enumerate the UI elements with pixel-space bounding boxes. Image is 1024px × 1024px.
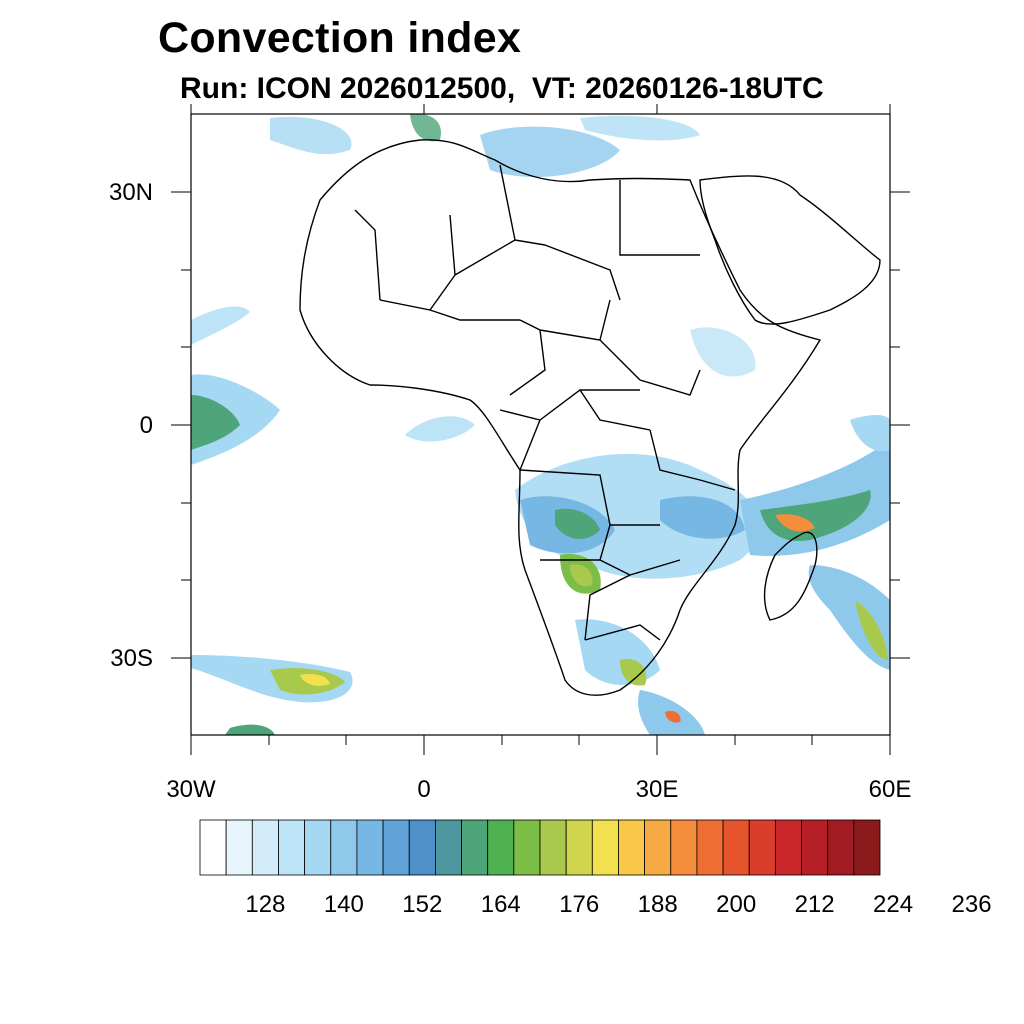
colorbar-box: [670, 819, 698, 876]
colorbar-box: [434, 819, 462, 876]
map-title: Convection index: [158, 14, 522, 62]
colorbar-box: [591, 819, 619, 876]
colorbar-box: [722, 819, 750, 876]
lon-label-0: 0: [417, 776, 430, 803]
lat-label-0: 0: [140, 412, 153, 439]
colorbar-box: [225, 819, 253, 876]
colorbar-tick-label: 152: [402, 891, 442, 918]
map-subtitle: Run: ICON 2026012500, VT: 20260126-18UTC: [180, 72, 824, 105]
field-mozambique: [660, 496, 745, 539]
field-indian-ocean-hot: [775, 514, 815, 532]
lat-label-30n: 30N: [109, 179, 153, 206]
field-mediterranean: [270, 116, 352, 155]
map-frame: [190, 113, 891, 736]
colorbar-box: [199, 819, 227, 876]
field-west-atlantic-core: [191, 395, 240, 450]
colorbar-box: [644, 819, 672, 876]
field-madagascar-east: [808, 565, 890, 670]
madagascar: [763, 531, 818, 621]
colorbar: [199, 819, 881, 876]
colorbar-tick-label: 212: [795, 891, 835, 918]
field-indian-ocean-core: [760, 490, 871, 541]
field-madagascar-east-core: [855, 600, 888, 660]
colorbar-box: [513, 819, 541, 876]
colorbar-tick-label: 224: [873, 891, 913, 918]
colorbar-box: [827, 819, 855, 876]
colorbar-tick-label: 176: [559, 891, 599, 918]
field-south-west: [225, 724, 275, 735]
field-libya-coast: [480, 126, 620, 178]
lat-label-30s: 30S: [110, 645, 153, 672]
field-south-africa-core: [620, 659, 647, 686]
lon-label-60e: 60E: [869, 776, 912, 803]
field-south-africa: [575, 619, 660, 685]
convection-fields: [191, 114, 890, 735]
colorbar-box: [774, 819, 802, 876]
colorbar-box: [461, 819, 489, 876]
colorbar-box: [618, 819, 646, 876]
field-italy: [410, 114, 441, 142]
colorbar-box: [853, 819, 881, 876]
field-aegean: [580, 115, 700, 141]
field-guinea: [405, 416, 475, 442]
colorbar-tick-label: 200: [716, 891, 756, 918]
coastlines-and-borders: [299, 139, 881, 696]
colorbar-box: [565, 819, 593, 876]
arabian-peninsula: [699, 175, 881, 325]
colorbar-box: [356, 819, 384, 876]
field-nw-atlantic: [191, 306, 250, 345]
colorbar-box: [801, 819, 829, 876]
colorbar-box: [696, 819, 724, 876]
field-angola-core: [555, 508, 600, 540]
colorbar-box: [278, 819, 306, 876]
colorbar-box: [487, 819, 515, 876]
colorbar-tick-label: 236: [952, 891, 992, 918]
field-ne-indian: [850, 415, 890, 452]
colorbar-tick-label: 188: [638, 891, 678, 918]
field-south-east-hot: [665, 710, 681, 723]
colorbar-box: [748, 819, 776, 876]
field-zambia-core: [570, 564, 593, 587]
lon-label-30w: 30W: [166, 776, 216, 803]
field-south-atlantic-hot: [300, 674, 330, 686]
colorbar-tick-label: 164: [481, 891, 521, 918]
colorbar-tick-label: 140: [324, 891, 364, 918]
colorbar-box: [304, 819, 332, 876]
tick-marks: [171, 104, 910, 755]
colorbar-box: [330, 819, 358, 876]
africa-coastline: [299, 139, 822, 696]
colorbar-tick-label: 128: [245, 891, 285, 918]
colorbar-box: [251, 819, 279, 876]
colorbar-labels: 128 140 152 164 176 188 200 212 224 236: [245, 891, 991, 918]
colorbar-box: [408, 819, 436, 876]
colorbar-box: [382, 819, 410, 876]
field-ethiopia: [690, 327, 756, 377]
colorbar-box: [539, 819, 567, 876]
central-borders: [499, 389, 736, 641]
lon-label-30e: 30E: [636, 776, 679, 803]
sahara-borders: [354, 164, 701, 396]
